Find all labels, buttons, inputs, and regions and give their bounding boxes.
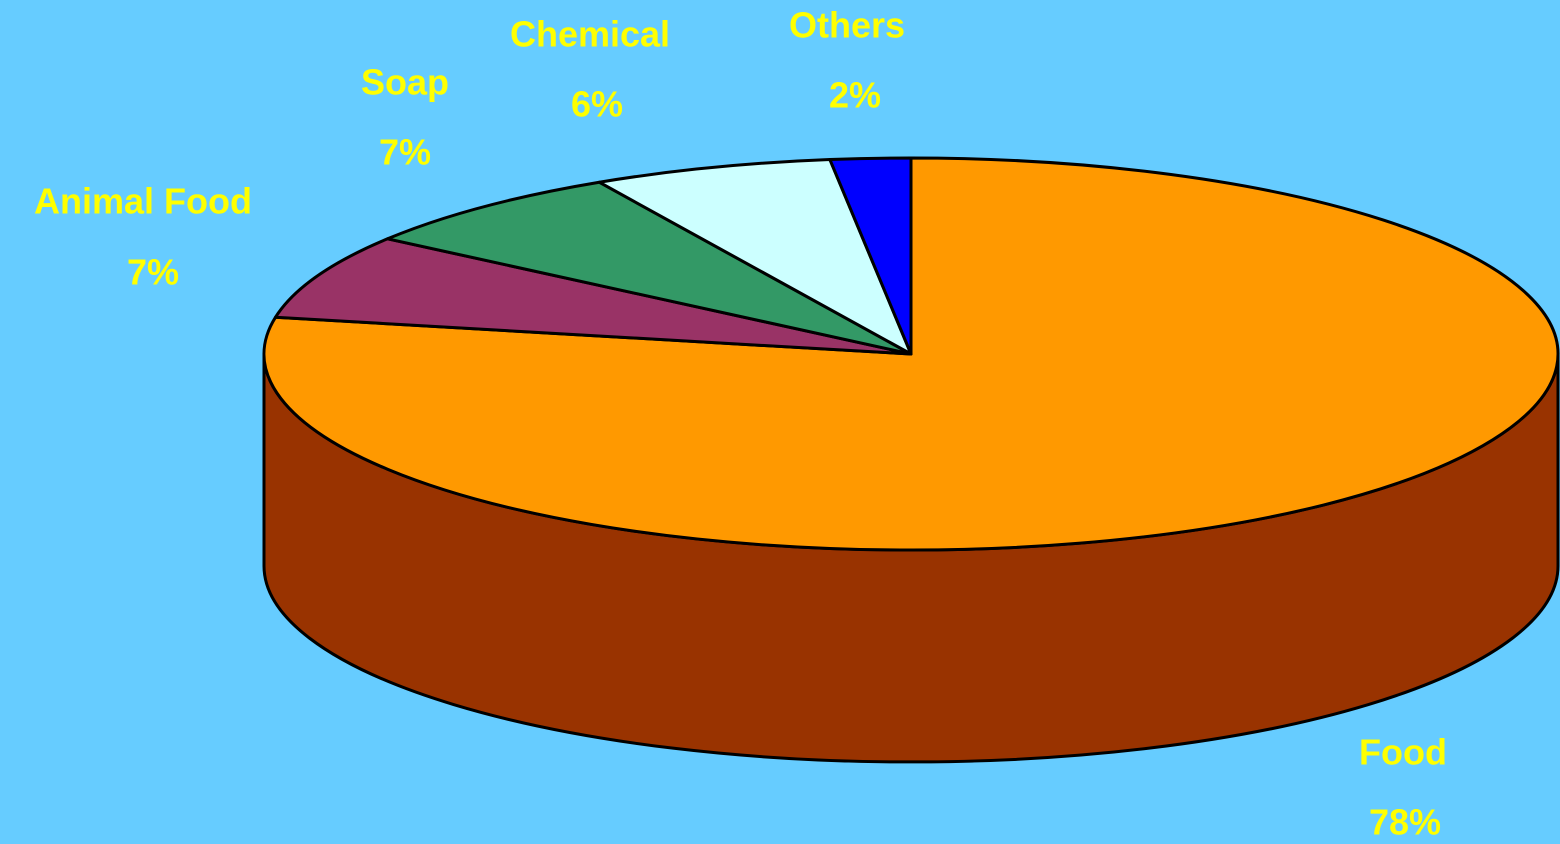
pie-slice xyxy=(273,237,913,356)
pie-slice xyxy=(386,180,913,356)
pie-slice xyxy=(597,158,913,356)
slice-value-label: 2% xyxy=(829,75,881,116)
pie-slice xyxy=(828,156,913,356)
slice-value-label: 7% xyxy=(127,252,179,293)
slice-label: Others xyxy=(789,5,905,46)
slice-value-label: 7% xyxy=(379,132,431,173)
slice-label: Animal Food xyxy=(34,181,252,222)
slice-value-label: 78% xyxy=(1369,802,1441,843)
slice-label: Soap xyxy=(361,62,449,103)
slice-label: Food xyxy=(1359,732,1447,773)
slice-label: Chemical xyxy=(510,14,670,55)
slice-value-label: 6% xyxy=(571,84,623,125)
